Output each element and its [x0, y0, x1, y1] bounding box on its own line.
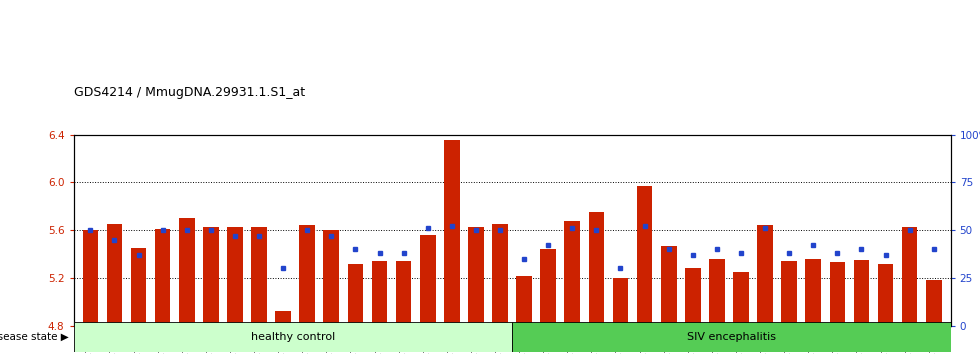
Bar: [661, 246, 676, 326]
Bar: [275, 311, 291, 326]
Bar: [637, 186, 653, 326]
Bar: [82, 230, 98, 326]
Bar: [348, 263, 364, 326]
Bar: [203, 227, 219, 326]
Bar: [710, 259, 724, 326]
Bar: [829, 262, 845, 326]
Text: SIV encephalitis: SIV encephalitis: [687, 332, 776, 342]
Bar: [492, 224, 508, 326]
Bar: [516, 275, 532, 326]
Bar: [512, 322, 951, 352]
Bar: [396, 261, 412, 326]
Bar: [419, 235, 435, 326]
Bar: [130, 248, 146, 326]
Bar: [612, 278, 628, 326]
Bar: [371, 261, 387, 326]
Bar: [468, 227, 484, 326]
Bar: [540, 249, 556, 326]
Bar: [227, 227, 243, 326]
Bar: [926, 280, 942, 326]
Bar: [323, 230, 339, 326]
Bar: [902, 227, 917, 326]
Bar: [806, 259, 821, 326]
Bar: [685, 268, 701, 326]
Bar: [781, 261, 797, 326]
Text: disease state ▶: disease state ▶: [0, 332, 69, 342]
Bar: [179, 218, 195, 326]
Bar: [251, 227, 267, 326]
Bar: [74, 322, 512, 352]
Text: healthy control: healthy control: [251, 332, 335, 342]
Bar: [107, 224, 122, 326]
Bar: [589, 212, 605, 326]
Bar: [758, 225, 773, 326]
Bar: [444, 141, 460, 326]
Bar: [564, 221, 580, 326]
Bar: [733, 272, 749, 326]
Bar: [878, 263, 894, 326]
Bar: [854, 260, 869, 326]
Text: GDS4214 / MmugDNA.29931.1.S1_at: GDS4214 / MmugDNA.29931.1.S1_at: [74, 86, 305, 99]
Bar: [300, 225, 315, 326]
Bar: [155, 229, 171, 326]
